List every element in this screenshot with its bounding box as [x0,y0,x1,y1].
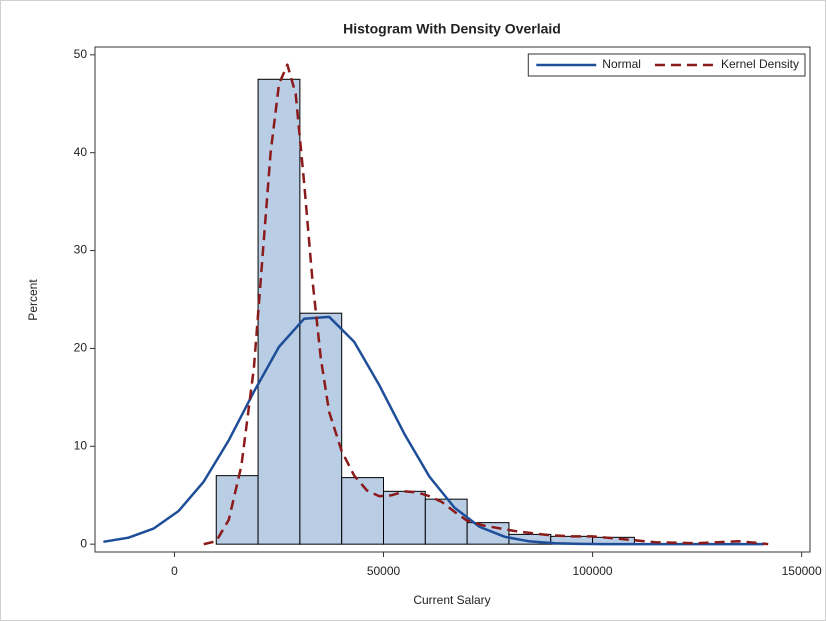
density-line [203,63,769,546]
histogram-bar [257,78,301,545]
y-tick-label: 50 [74,47,88,61]
plot-frame [94,46,811,553]
y-tick-label: 20 [74,341,88,355]
legend-box [527,53,806,77]
density-line [103,315,765,546]
x-tick-label: 150000 [782,564,822,578]
legend-label: Normal [602,57,641,71]
chart-title: Histogram With Density Overlaid [343,21,561,37]
histogram-bar [424,498,468,545]
histogram-bar [466,522,510,545]
y-axis-label: Percent [26,279,40,321]
x-tick-label: 100000 [573,564,613,578]
x-tick-label: 50000 [367,564,401,578]
legend-label: Kernel Density [721,57,799,71]
legend: Normal Kernel Density [527,53,806,77]
histogram-bar [383,490,426,545]
y-tick-label: 30 [74,243,88,257]
histogram-bar [341,477,385,545]
y-tick-label: 10 [74,438,88,452]
x-tick-label: 0 [171,564,178,578]
x-axis-label: Current Salary [413,593,490,607]
y-tick-label: 40 [74,145,88,159]
y-tick-label: 0 [80,536,87,550]
